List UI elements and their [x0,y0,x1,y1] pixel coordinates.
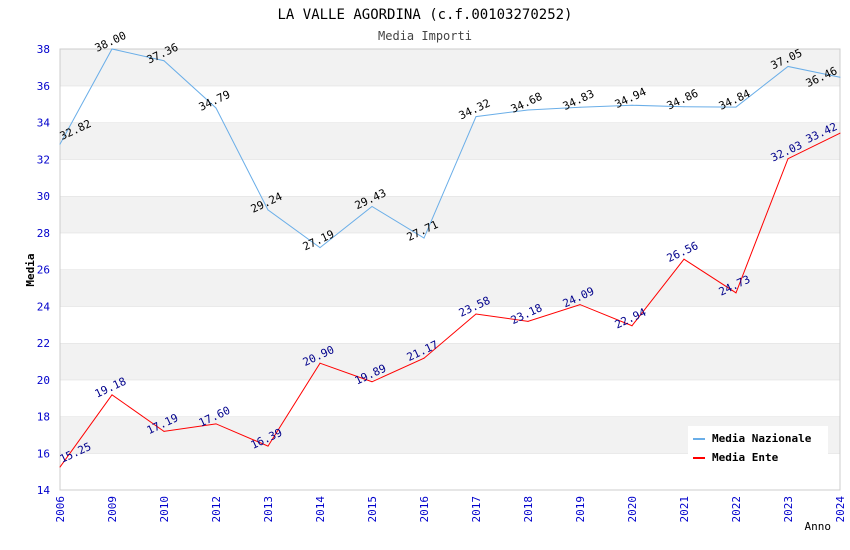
data-point [631,325,633,327]
data-point [59,466,61,468]
y-tick-label: 22 [37,337,50,350]
y-tick-label: 20 [37,374,50,387]
series-line-0 [59,48,841,249]
data-point [215,423,217,425]
data-point [163,430,165,432]
data-point [319,247,321,249]
data-point [787,65,789,67]
data-point [267,445,269,447]
x-axis-label: Anno [805,520,832,533]
x-tick-label: 2006 [54,496,67,523]
y-tick-label: 32 [37,153,50,166]
y-tick-label: 16 [37,447,50,460]
plot-band [60,343,840,380]
data-point [579,106,581,108]
plot-band [60,379,840,417]
plot-band [60,196,840,233]
y-tick-label: 18 [37,411,50,424]
x-tick-label: 2020 [626,496,639,523]
y-tick-label: 24 [37,300,51,313]
data-point [59,143,61,145]
plot-band [60,85,840,123]
legend-label-nazionale: Media Nazionale [712,432,812,445]
legend: Media Nazionale Media Ente [688,426,828,468]
y-tick-label: 38 [37,43,50,56]
x-tick-label: 2018 [522,496,535,523]
data-point [735,106,737,108]
x-tick-label: 2010 [158,496,171,523]
series-line-1 [59,132,841,468]
plot-band [60,306,840,343]
y-tick-label: 28 [37,227,50,240]
x-tick-label: 2014 [314,496,327,523]
plot-border [59,48,841,491]
x-tick-label: 2012 [210,496,223,523]
data-point [475,116,477,118]
legend-label-ente: Media Ente [712,451,779,464]
data-point [111,394,113,396]
data-point [423,357,425,359]
chart-title: LA VALLE AGORDINA (c.f.00103270252) [277,7,572,23]
data-point [215,107,217,109]
data-point [839,132,841,134]
data-point [579,304,581,306]
data-point [371,205,373,207]
y-tick-label: 14 [37,484,51,497]
plot-band [60,122,840,160]
y-axis-label: Media [24,253,37,286]
x-tick-label: 2009 [106,496,119,523]
x-tick-label: 2019 [574,496,587,523]
data-point [683,106,685,108]
x-tick-label: 2022 [730,496,743,523]
x-tick-label: 2015 [366,496,379,523]
y-tick-label: 34 [37,117,51,130]
data-point [163,60,165,62]
x-tick-label: 2024 [834,496,847,523]
x-tick-label: 2023 [782,496,795,523]
y-tick-label: 36 [37,80,50,93]
y-tick-label: 30 [37,190,50,203]
x-tick-label: 2016 [418,496,431,523]
data-point [527,320,529,322]
chart-subtitle: Media Importi [378,29,472,43]
data-point [423,237,425,239]
data-point [319,362,321,364]
data-point [735,292,737,294]
data-point [111,48,113,50]
x-tick-label: 2021 [678,496,691,523]
data-point [527,109,529,111]
data-point [371,381,373,383]
data-point [475,313,477,315]
data-point [787,158,789,160]
y-tick-label: 26 [37,264,50,277]
x-tick-label: 2013 [262,496,275,523]
plot-band [60,232,840,270]
x-tick-label: 2017 [470,496,483,523]
data-point [683,258,685,260]
data-point [631,104,633,106]
plot-band [60,49,840,86]
data-point [267,209,269,211]
data-point [839,76,841,78]
